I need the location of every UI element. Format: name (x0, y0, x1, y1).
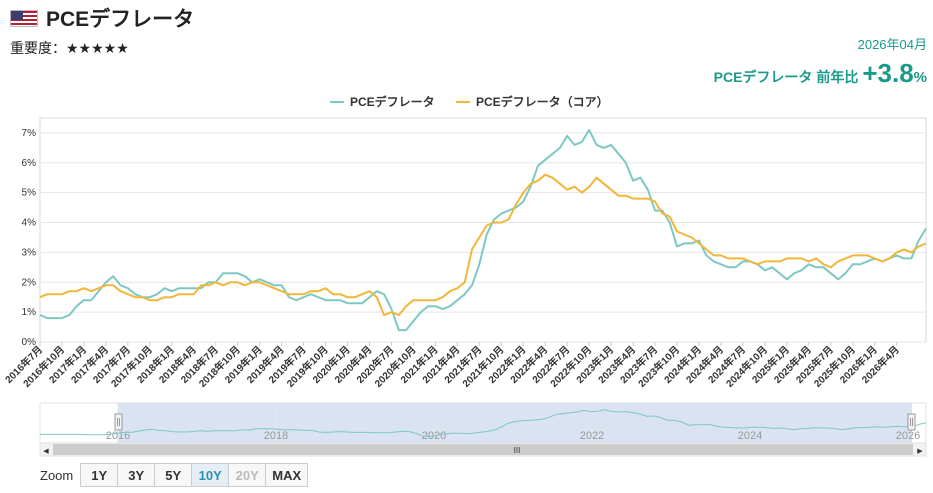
scroll-right-arrow-icon[interactable]: ▶ (917, 448, 923, 455)
navigator-selected-range[interactable] (118, 403, 912, 443)
navigator-year-label: 2022 (580, 430, 604, 442)
latest-value-number: +3.8 (862, 58, 914, 88)
navigator-right-handle[interactable] (907, 413, 916, 431)
importance-label: 重要度： (10, 40, 66, 56)
scroll-left-arrow-icon[interactable]: ◀ (43, 448, 49, 455)
zoom-label: Zoom (40, 467, 74, 483)
y-tick-label: 7% (22, 128, 37, 139)
zoom-button-1y[interactable]: 1Y (80, 463, 119, 487)
legend-item-core[interactable]: PCEデフレータ（コア） (456, 94, 609, 109)
y-tick-label: 6% (22, 158, 37, 169)
chart-series[interactable] (39, 128, 927, 332)
zoom-button-3y[interactable]: 3Y (117, 463, 156, 487)
range-navigator[interactable]: 2016 2018 2020 2022 2024 2026 III ◀ ▶ (0, 402, 933, 462)
y-axis: 0% 1% 2% 3% 4% 5% 6% 7% (22, 128, 37, 348)
y-tick-label: 0% (22, 337, 37, 348)
navigator-series-line (40, 409, 927, 437)
importance-stars: ★★★★★ (66, 40, 129, 56)
navigator-year-labels: 2016 2018 2020 2022 2024 2026 (106, 403, 920, 442)
series-line-pce[interactable] (39, 128, 927, 332)
navigator-left-handle[interactable] (114, 413, 123, 431)
scrollbar-grip: III (514, 446, 521, 455)
zoom-button-5y[interactable]: 5Y (154, 463, 193, 487)
y-tick-label: 1% (22, 307, 37, 318)
zoom-button-20y: 20Y (228, 463, 267, 487)
line-chart: PCEデフレータ PCEデフレータ（コア） 0% 1% 2% 3% 4% 5% 6% 7% 20… (2, 94, 927, 390)
zoom-controls: Zoom 1Y 3Y 5Y 10Y 20Y MAX (40, 463, 309, 487)
y-tick-label: 3% (22, 247, 37, 258)
zoom-button-10y[interactable]: 10Y (191, 463, 230, 487)
page-header: PCEデフレータ (10, 4, 194, 32)
x-axis: 2016年7月2016年10月2017年1月2017年4月2017年7月2017… (2, 342, 902, 390)
chart-legend[interactable]: PCEデフレータ PCEデフレータ（コア） (330, 94, 609, 109)
legend-label: PCEデフレータ (350, 94, 435, 109)
legend-label: PCEデフレータ（コア） (476, 94, 609, 109)
latest-period: 2026年04月 (857, 37, 927, 52)
series-line-core[interactable] (39, 173, 927, 317)
navigator-year-label: 2026 (896, 430, 920, 442)
y-tick-label: 4% (22, 218, 37, 229)
legend-item-pce[interactable]: PCEデフレータ (330, 94, 435, 109)
page-title: PCEデフレータ (46, 8, 195, 31)
latest-value: PCEデフレータ 前年比 +3.8 % (714, 58, 927, 89)
zoom-button-max[interactable]: MAX (265, 463, 309, 487)
importance-rating: 重要度：★★★★★ (10, 38, 129, 58)
y-tick-label: 5% (22, 188, 37, 199)
navigator-scrollbar[interactable]: III ◀ ▶ (39, 442, 927, 457)
scrollbar-thumb[interactable] (53, 444, 913, 455)
y-tick-label: 2% (22, 277, 37, 288)
navigator-year-label: 2024 (738, 430, 762, 442)
navigator-year-label: 2018 (264, 430, 288, 442)
latest-value-label: PCEデフレータ 前年比 (713, 69, 859, 85)
us-flag-icon (10, 9, 38, 27)
latest-value-unit: % (913, 69, 927, 86)
navigator-year-label: 2016 (106, 430, 130, 442)
